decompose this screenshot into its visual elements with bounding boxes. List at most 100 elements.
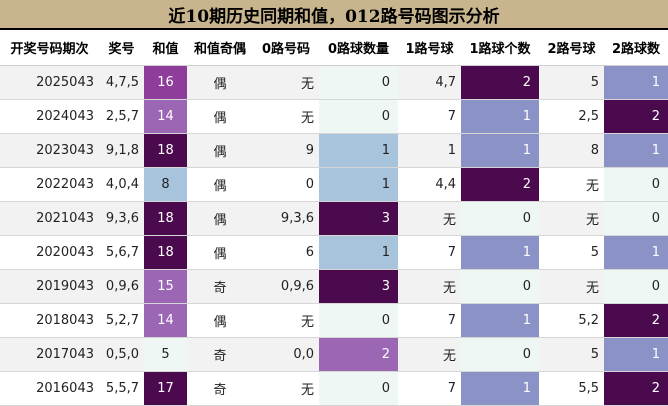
cell-route0-numbers: 无 bbox=[253, 99, 319, 134]
cell-route1-count: 1 bbox=[461, 99, 539, 134]
cell-route2-count: 0 bbox=[604, 201, 668, 236]
cell-parity: 偶 bbox=[187, 235, 253, 270]
cell-route2-numbers: 5,5 bbox=[539, 371, 604, 406]
cell-route0-numbers: 9,3,6 bbox=[253, 201, 319, 236]
header-parity: 和值奇偶 bbox=[187, 30, 253, 66]
cell-route2-numbers: 无 bbox=[539, 201, 604, 236]
cell-route0-numbers: 0 bbox=[253, 167, 319, 202]
cell-route2-numbers: 无 bbox=[539, 269, 604, 304]
cell-route1-numbers: 7 bbox=[398, 235, 461, 270]
header-issue: 开奖号码期次 bbox=[0, 30, 99, 66]
cell-route1-count: 0 bbox=[461, 337, 539, 372]
cell-issue: 2021043 bbox=[0, 201, 99, 236]
table-row: 2020043 5,6,7 18 偶 6 1 7 1 5 1 bbox=[0, 235, 668, 270]
cell-sum: 18 bbox=[144, 235, 187, 270]
table-row: 2017043 0,5,0 5 奇 0,0 2 无 0 5 1 bbox=[0, 337, 668, 372]
cell-numbers: 5,6,7 bbox=[99, 235, 144, 270]
cell-parity: 偶 bbox=[187, 201, 253, 236]
analysis-table: 开奖号码期次 奖号 和值 和值奇偶 0路号码 0路球数量 1路号球 1路球个数 … bbox=[0, 30, 668, 406]
cell-route2-count: 1 bbox=[604, 235, 668, 270]
cell-route0-numbers: 9 bbox=[253, 133, 319, 168]
header-route2-numbers: 2路号球 bbox=[539, 30, 604, 66]
table-row: 2022043 4,0,4 8 偶 0 1 4,4 2 无 0 bbox=[0, 167, 668, 202]
cell-issue: 2022043 bbox=[0, 167, 99, 202]
cell-route2-count: 0 bbox=[604, 269, 668, 304]
cell-sum: 8 bbox=[144, 167, 187, 202]
cell-route0-numbers: 0,0 bbox=[253, 337, 319, 372]
cell-route2-count: 1 bbox=[604, 337, 668, 372]
cell-route1-numbers: 无 bbox=[398, 337, 461, 372]
cell-issue: 2018043 bbox=[0, 303, 99, 338]
table-row: 2024043 2,5,7 14 偶无 0 7 1 2,5 2 bbox=[0, 99, 668, 134]
cell-sum: 17 bbox=[144, 371, 187, 406]
cell-sum: 15 bbox=[144, 269, 187, 304]
cell-issue: 2016043 bbox=[0, 371, 99, 406]
cell-numbers: 5,5,7 bbox=[99, 371, 144, 406]
cell-issue: 2020043 bbox=[0, 235, 99, 270]
cell-parity: 偶 bbox=[187, 133, 253, 168]
cell-sum: 16 bbox=[144, 65, 187, 100]
cell-sum: 18 bbox=[144, 133, 187, 168]
table-row: 2025043 4,7,5 16 偶无 0 4,7 2 5 1 bbox=[0, 65, 668, 100]
cell-route1-numbers: 4,7 bbox=[398, 65, 461, 100]
cell-sum: 18 bbox=[144, 201, 187, 236]
header-numbers: 奖号 bbox=[99, 30, 144, 66]
cell-route2-count: 1 bbox=[604, 65, 668, 100]
table-row: 2016043 5,5,7 17 奇无 0 7 1 5,5 2 bbox=[0, 371, 668, 406]
cell-route1-count: 1 bbox=[461, 371, 539, 406]
cell-route1-count: 1 bbox=[461, 235, 539, 270]
cell-route0-count: 3 bbox=[319, 201, 398, 236]
cell-sum: 5 bbox=[144, 337, 187, 372]
cell-numbers: 5,2,7 bbox=[99, 303, 144, 338]
cell-route0-count: 3 bbox=[319, 269, 398, 304]
cell-numbers: 9,1,8 bbox=[99, 133, 144, 168]
header-route1-count: 1路球个数 bbox=[461, 30, 539, 66]
cell-parity: 偶 bbox=[187, 65, 253, 100]
cell-route1-count: 1 bbox=[461, 133, 539, 168]
cell-issue: 2025043 bbox=[0, 65, 99, 100]
cell-route1-count: 0 bbox=[461, 201, 539, 236]
table-row: 2018043 5,2,7 14 偶无 0 7 1 5,2 2 bbox=[0, 303, 668, 338]
cell-parity: 偶 bbox=[187, 303, 253, 338]
cell-route2-numbers: 5,2 bbox=[539, 303, 604, 338]
header-route0-numbers: 0路号码 bbox=[253, 30, 319, 66]
cell-route0-count: 1 bbox=[319, 167, 398, 202]
cell-sum: 14 bbox=[144, 303, 187, 338]
header-route1-numbers: 1路号球 bbox=[398, 30, 461, 66]
cell-numbers: 9,3,6 bbox=[99, 201, 144, 236]
cell-sum: 14 bbox=[144, 99, 187, 134]
cell-issue: 2017043 bbox=[0, 337, 99, 372]
cell-route0-numbers: 无 bbox=[253, 371, 319, 406]
cell-parity: 偶 bbox=[187, 99, 253, 134]
table-row: 2019043 0,9,6 15 奇 0,9,6 3 无 0 无 0 bbox=[0, 269, 668, 304]
cell-route1-numbers: 7 bbox=[398, 303, 461, 338]
cell-route1-numbers: 4,4 bbox=[398, 167, 461, 202]
cell-parity: 偶 bbox=[187, 167, 253, 202]
cell-route0-count: 0 bbox=[319, 65, 398, 100]
cell-route1-numbers: 1 bbox=[398, 133, 461, 168]
cell-route0-numbers: 0,9,6 bbox=[253, 269, 319, 304]
cell-route0-count: 0 bbox=[319, 99, 398, 134]
header-route2-count: 2路球数 bbox=[604, 30, 668, 66]
cell-route0-numbers: 6 bbox=[253, 235, 319, 270]
cell-parity: 奇 bbox=[187, 371, 253, 406]
cell-route1-count: 2 bbox=[461, 65, 539, 100]
cell-route2-numbers: 5 bbox=[539, 337, 604, 372]
header-row: 开奖号码期次 奖号 和值 和值奇偶 0路号码 0路球数量 1路号球 1路球个数 … bbox=[0, 30, 668, 66]
cell-issue: 2019043 bbox=[0, 269, 99, 304]
cell-issue: 2023043 bbox=[0, 133, 99, 168]
cell-route2-count: 2 bbox=[604, 99, 668, 134]
cell-numbers: 0,9,6 bbox=[99, 269, 144, 304]
cell-route2-numbers: 5 bbox=[539, 235, 604, 270]
cell-numbers: 2,5,7 bbox=[99, 99, 144, 134]
cell-route1-count: 1 bbox=[461, 303, 539, 338]
header-route0-count: 0路球数量 bbox=[319, 30, 398, 66]
cell-route1-numbers: 7 bbox=[398, 371, 461, 406]
cell-numbers: 4,0,4 bbox=[99, 167, 144, 202]
cell-route2-numbers: 无 bbox=[539, 167, 604, 202]
table-row: 2021043 9,3,6 18 偶 9,3,6 3 无 0 无 0 bbox=[0, 201, 668, 236]
header-sum: 和值 bbox=[144, 30, 187, 66]
cell-route2-count: 2 bbox=[604, 303, 668, 338]
cell-parity: 奇 bbox=[187, 337, 253, 372]
cell-route2-numbers: 2,5 bbox=[539, 99, 604, 134]
